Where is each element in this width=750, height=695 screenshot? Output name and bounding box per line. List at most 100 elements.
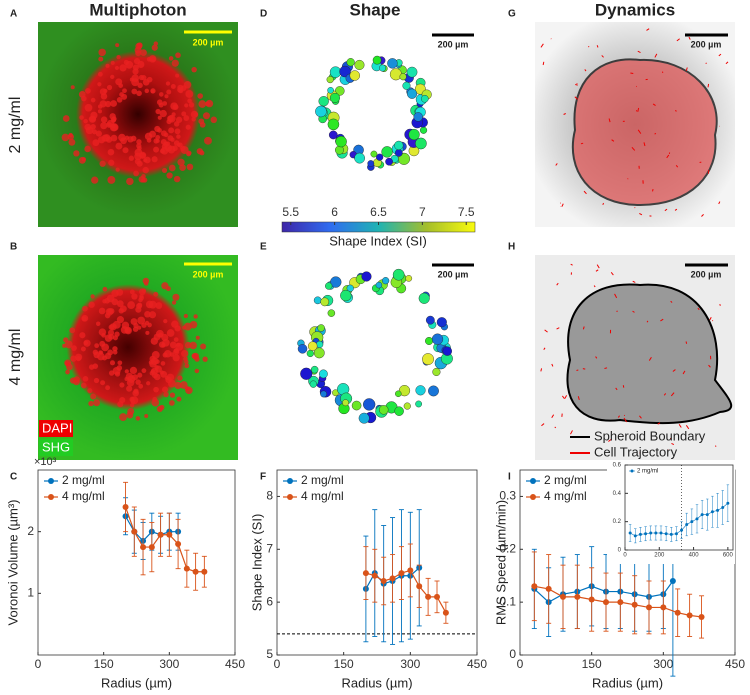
- scale-bar-label: 200 µm: [193, 37, 224, 47]
- cell: [375, 281, 383, 289]
- cell: [318, 96, 329, 107]
- cell: [129, 403, 135, 408]
- trajectory: [676, 38, 680, 42]
- cell: [307, 341, 318, 351]
- trajectory: [708, 364, 711, 368]
- cell: [363, 398, 376, 411]
- trajectory: [601, 55, 604, 58]
- trajectory: [664, 208, 668, 212]
- x-tick-label: 400: [689, 552, 700, 558]
- cell: [186, 163, 194, 171]
- cell: [138, 74, 145, 81]
- cell: [139, 294, 144, 299]
- cell: [174, 325, 181, 332]
- axes: [624, 464, 734, 551]
- point: [603, 599, 609, 606]
- cell: [95, 321, 101, 326]
- cell: [155, 134, 161, 140]
- cell: [110, 60, 115, 65]
- x-tick-label: 450: [467, 657, 487, 671]
- trajectory: [595, 356, 598, 359]
- cell: [64, 340, 73, 349]
- cell: [153, 146, 160, 153]
- cell: [158, 92, 164, 97]
- trajectory: [563, 113, 566, 115]
- cell: [119, 413, 127, 422]
- cell: [151, 44, 158, 51]
- cell: [153, 291, 159, 297]
- point: [649, 531, 653, 535]
- point: [644, 532, 648, 536]
- cell: [185, 90, 194, 98]
- cell: [111, 298, 119, 306]
- cell: [361, 271, 372, 282]
- cell: [170, 84, 176, 89]
- point: [680, 528, 684, 532]
- cell: [186, 151, 192, 157]
- y-tick-label: 2: [27, 524, 34, 538]
- cell: [193, 112, 199, 117]
- cell: [339, 65, 351, 78]
- colorbar-tick-label: 6: [331, 205, 338, 219]
- column-title: Shape: [349, 0, 400, 19]
- cell: [327, 87, 334, 94]
- cell: [64, 360, 71, 367]
- cell: [342, 399, 349, 407]
- trajectory: [564, 395, 568, 399]
- cell: [346, 58, 355, 67]
- legend-marker: [48, 494, 54, 500]
- cell: [181, 111, 187, 117]
- trajectory: [540, 368, 543, 372]
- trajectory: [654, 53, 658, 58]
- point: [631, 601, 638, 608]
- trajectory: [555, 163, 558, 166]
- cell: [155, 108, 161, 115]
- cell: [70, 85, 75, 90]
- cell: [107, 148, 115, 156]
- cell: [334, 86, 345, 96]
- trajectory: [608, 439, 612, 442]
- point: [201, 568, 208, 575]
- panel-letter: F: [260, 472, 266, 483]
- x-tick-label: 150: [334, 657, 354, 671]
- cell: [418, 292, 430, 304]
- x-tick-label: 300: [400, 657, 420, 671]
- cell: [136, 302, 143, 310]
- axes: [276, 469, 478, 656]
- cell: [92, 139, 100, 147]
- cell: [163, 132, 169, 138]
- cell: [83, 118, 88, 124]
- point: [545, 585, 552, 592]
- x-tick-label: 450: [225, 657, 245, 671]
- cell: [183, 115, 190, 121]
- cell: [195, 335, 200, 340]
- y-axis-label: RMS Speed (µm/min): [493, 500, 508, 625]
- cell: [135, 379, 141, 385]
- point: [574, 593, 581, 600]
- trajectory: [671, 442, 675, 446]
- trajectory: [718, 53, 722, 57]
- trajectory: [657, 422, 661, 425]
- cell: [200, 343, 207, 350]
- panel-letter: A: [10, 9, 17, 20]
- cell: [133, 170, 139, 177]
- cell: [403, 402, 411, 410]
- cell: [166, 89, 172, 95]
- point: [140, 544, 147, 551]
- panel-letter: D: [260, 9, 267, 20]
- cell: [115, 142, 123, 150]
- cell: [160, 370, 168, 378]
- trajectory: [551, 414, 555, 419]
- column-title: Dynamics: [595, 0, 675, 19]
- legend-label: 2 mg/ml: [62, 473, 105, 487]
- cell: [167, 379, 176, 388]
- x-tick-label: 0: [517, 657, 524, 671]
- cell: [187, 98, 192, 104]
- cell: [191, 117, 196, 122]
- y-tick-label: 0.4: [613, 491, 622, 497]
- scale-bar-label: 200 µm: [193, 269, 224, 279]
- cell: [387, 58, 398, 69]
- cell: [406, 66, 418, 78]
- cell: [405, 275, 413, 282]
- trajectory: [632, 280, 636, 283]
